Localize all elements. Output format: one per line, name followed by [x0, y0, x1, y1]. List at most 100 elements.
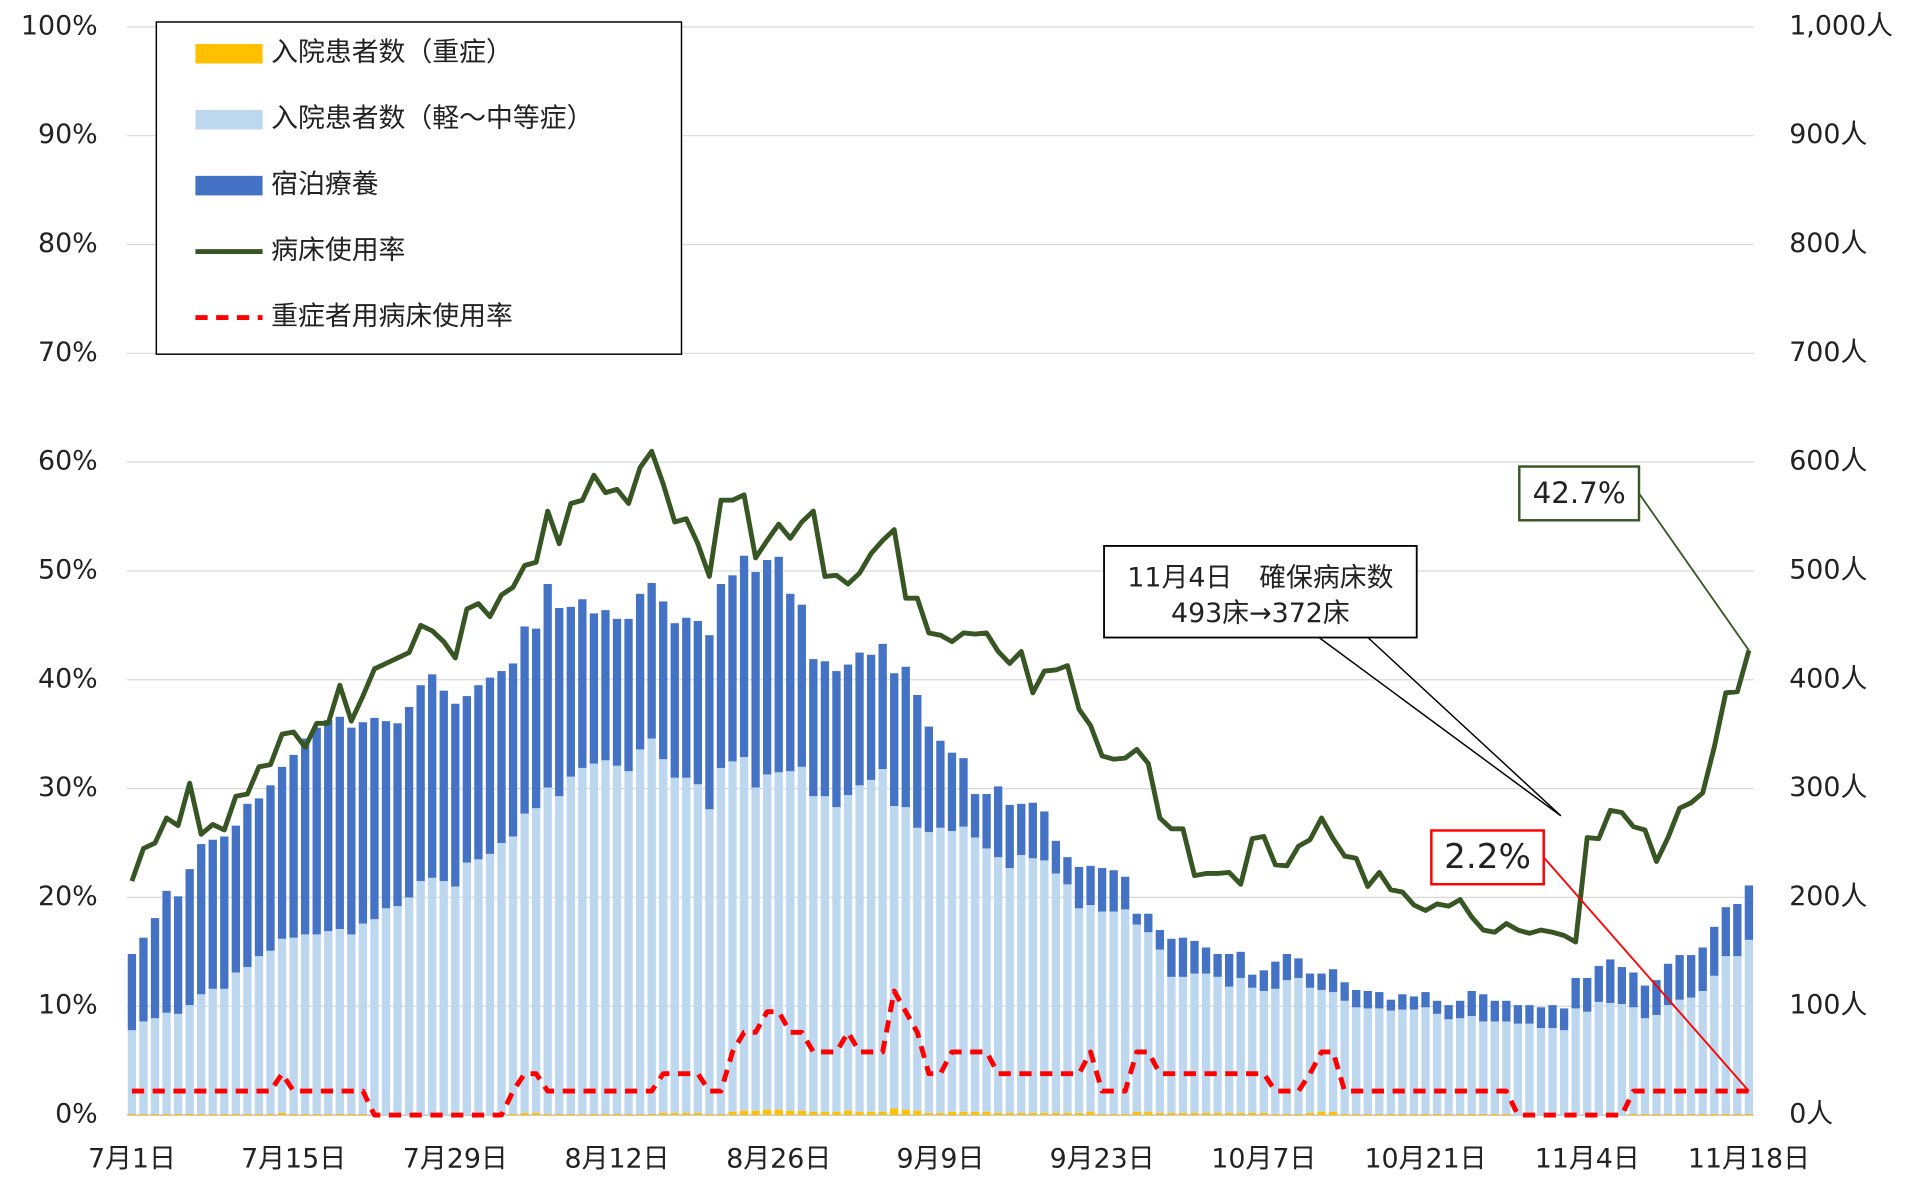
bar	[1583, 977, 1592, 1012]
bar	[832, 1111, 841, 1116]
bar	[1248, 1112, 1257, 1116]
bar	[347, 1113, 356, 1116]
bar	[1132, 913, 1141, 925]
y2-tick-label: 700人	[1789, 337, 1867, 368]
x-tick-label: 7月15日	[241, 1144, 346, 1175]
bar	[809, 796, 818, 1112]
bar	[197, 844, 206, 995]
bar	[1271, 961, 1280, 989]
bar	[1294, 958, 1303, 978]
bar	[1178, 937, 1188, 977]
bar	[1409, 1113, 1419, 1116]
bar	[254, 1113, 264, 1116]
bar	[127, 1030, 137, 1114]
bar	[1479, 1113, 1488, 1116]
bar	[1282, 980, 1292, 1114]
bar	[855, 785, 864, 1112]
bar	[1363, 1113, 1372, 1116]
bar	[774, 772, 783, 1110]
bar	[289, 754, 298, 938]
bar	[566, 606, 575, 777]
bar	[1733, 903, 1742, 957]
line	[129, 448, 1752, 945]
bar	[520, 626, 529, 814]
bar	[670, 623, 679, 778]
bar	[1028, 858, 1037, 1113]
bar	[739, 1110, 749, 1116]
legend-label: 重症者用病床使用率	[271, 301, 513, 332]
bar	[1663, 963, 1673, 1006]
bar	[1271, 988, 1280, 1114]
bar	[1132, 1111, 1141, 1116]
bar	[670, 777, 679, 1113]
bar	[531, 628, 541, 809]
y2-tick-label: 300人	[1789, 772, 1867, 803]
y2-tick-label: 900人	[1789, 119, 1867, 150]
bar	[1525, 1023, 1534, 1116]
value-label-box	[1518, 465, 1641, 522]
bar	[197, 994, 206, 1114]
bar	[1675, 1113, 1684, 1116]
bar	[693, 1112, 703, 1116]
bar	[1259, 990, 1268, 1113]
bar	[843, 795, 853, 1111]
bar	[485, 677, 495, 854]
bar	[543, 584, 552, 788]
bar	[878, 643, 887, 770]
bar	[381, 721, 391, 909]
bar	[1444, 1019, 1453, 1114]
bar	[1167, 938, 1176, 977]
bar	[335, 1113, 344, 1116]
bar	[1698, 990, 1707, 1114]
y-tick-label: 10%	[38, 990, 98, 1021]
y2-tick-label: 100人	[1789, 990, 1867, 1021]
bar	[1398, 994, 1407, 1010]
bar	[1513, 1023, 1523, 1116]
bar	[439, 881, 448, 1116]
bar	[1629, 1007, 1638, 1114]
bar	[543, 1113, 552, 1116]
bar	[890, 806, 899, 1109]
bar	[1005, 1112, 1014, 1116]
bar	[1479, 1021, 1488, 1114]
bar	[1710, 926, 1719, 976]
bar	[1144, 1111, 1153, 1116]
bar	[705, 1113, 714, 1116]
bar	[1652, 1113, 1661, 1116]
callout-line	[1638, 492, 1750, 651]
bar	[1536, 1027, 1546, 1116]
bar	[716, 1113, 726, 1116]
bar	[647, 582, 656, 739]
bar	[312, 727, 321, 935]
bar	[358, 722, 368, 924]
bar	[1467, 990, 1476, 1017]
bar	[947, 752, 957, 832]
bar	[300, 738, 310, 935]
bar	[959, 1111, 968, 1116]
y-tick-label: 100%	[21, 10, 98, 41]
bar	[878, 1111, 887, 1116]
bar	[150, 918, 160, 1019]
bar	[358, 1113, 368, 1116]
bar	[1028, 802, 1037, 859]
bar	[947, 831, 957, 1112]
legend-label: 病床使用率	[271, 235, 405, 266]
y-tick-label: 80%	[38, 228, 98, 259]
bar	[786, 771, 795, 1111]
bar	[809, 659, 818, 797]
bar	[474, 859, 483, 1116]
bar	[1201, 973, 1211, 1113]
bar	[1571, 977, 1580, 1009]
bar	[670, 1112, 679, 1116]
bar	[462, 862, 472, 1116]
bar	[682, 617, 691, 778]
bar	[1051, 1112, 1061, 1116]
bar	[1606, 1002, 1615, 1116]
bar	[1606, 959, 1615, 1003]
bar	[1386, 1010, 1396, 1114]
bar	[982, 848, 991, 1112]
value-label: 2.2%	[1444, 837, 1531, 877]
bar	[1317, 1111, 1326, 1116]
bar	[924, 832, 934, 1113]
bar	[1710, 975, 1719, 1114]
